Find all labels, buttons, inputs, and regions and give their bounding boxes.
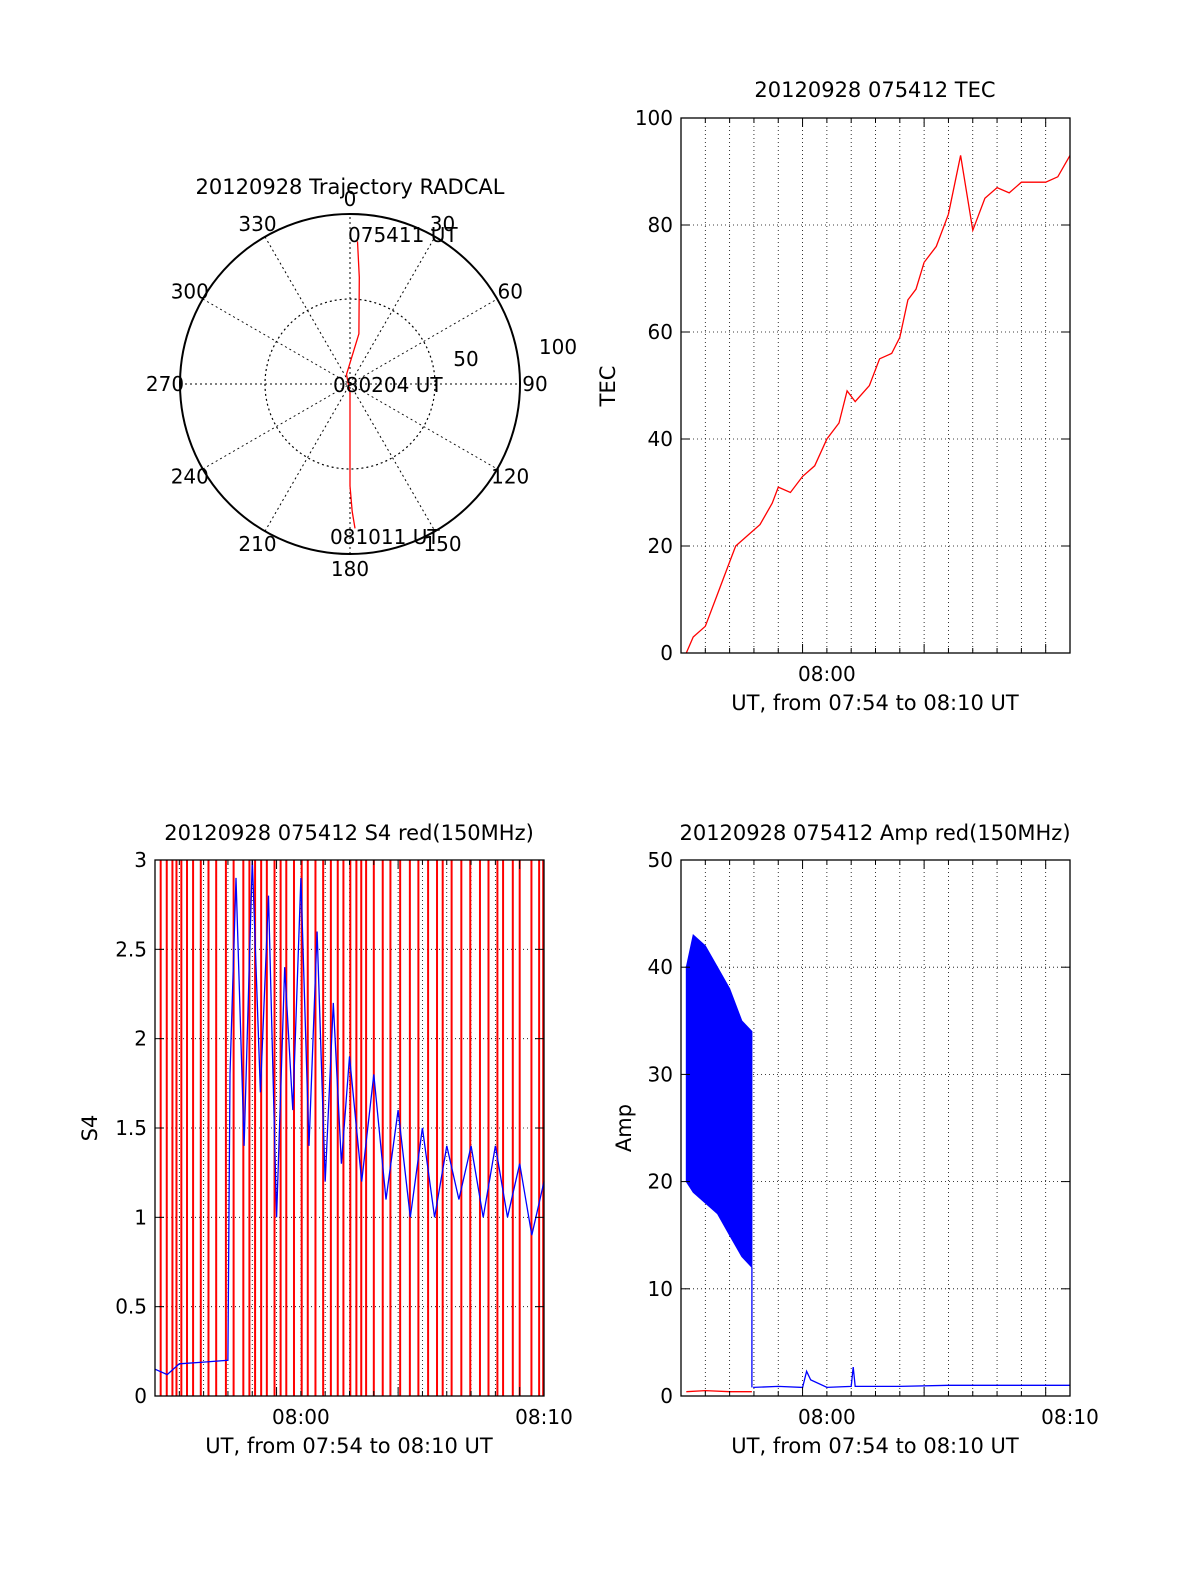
trajectory-angle-label-270: 270 <box>146 372 184 396</box>
trajectory-track <box>345 241 360 529</box>
amp-y-tick-label: 50 <box>648 848 673 872</box>
trajectory-angle-label-330: 330 <box>238 212 276 236</box>
trajectory-angle-label-90: 90 <box>522 372 547 396</box>
amp-x-tick-label: 08:10 <box>1041 1405 1099 1429</box>
radial-label-50: 50 <box>453 347 478 371</box>
s4-y-tick-labels: 0 0.5 1 1.5 2 2.5 3 <box>115 848 147 1408</box>
radial-label-100: 100 <box>539 335 577 359</box>
tec-y-tick-label: 60 <box>648 320 673 344</box>
tec-y-tick-label: 20 <box>648 534 673 558</box>
tec-y-tick-label: 100 <box>635 106 673 130</box>
amp-y-tick-label: 40 <box>648 955 673 979</box>
amp-red-series-line <box>686 1389 752 1393</box>
s4-x-axis-label: UT, from 07:54 to 08:10 UT <box>205 1434 493 1458</box>
s4-y-tick-label: 1 <box>134 1205 147 1229</box>
trajectory-spokes <box>180 214 520 554</box>
trajectory-angle-label-210: 210 <box>238 532 276 556</box>
tec-x-tick-label: 08:00 <box>798 662 856 686</box>
s4-y-tick-label: 0 <box>134 1384 147 1408</box>
s4-title: 20120928 075412 S4 red(150MHz) <box>164 821 534 845</box>
tec-grid <box>681 118 1070 653</box>
s4-y-tick-label: 3 <box>134 848 147 872</box>
tec-y-tick-label: 0 <box>660 641 673 665</box>
trajectory-title: 20120928 Trajectory RADCAL <box>196 175 505 199</box>
s4-y-tick-label: 2.5 <box>115 937 147 961</box>
trajectory-middle-time: 080204 UT <box>333 373 443 397</box>
s4-y-tick-label: 2 <box>134 1027 147 1051</box>
tec-series-line-0 <box>685 155 1071 654</box>
tec-x-tick-labels: 08:00 <box>798 662 856 686</box>
tec-y-tick-label: 40 <box>648 427 673 451</box>
amp-y-tick-label: 20 <box>648 1170 673 1194</box>
s4-x-tick-label: 08:00 <box>272 1405 330 1429</box>
trajectory-angle-label-150: 150 <box>423 532 461 556</box>
trajectory-end-time: 081011 UT <box>330 525 440 549</box>
amp-data <box>685 934 1070 1393</box>
amp-y-tick-label: 30 <box>648 1062 673 1086</box>
s4-x-tick-labels: 08:00 08:10 <box>272 1405 573 1429</box>
amp-x-tick-label: 08:00 <box>798 1405 856 1429</box>
amp-ticks <box>681 860 1070 1396</box>
tec-y-tick-labels: 0 20 40 60 80 100 <box>635 106 673 665</box>
s4-y-tick-label: 0.5 <box>115 1295 147 1319</box>
s4-ticks <box>155 860 544 1396</box>
trajectory-angle-label-120: 120 <box>491 465 529 489</box>
s4-y-tick-label: 1.5 <box>115 1116 147 1140</box>
tec-ticks <box>681 118 1070 653</box>
amp-title: 20120928 075412 Amp red(150MHz) <box>679 821 1070 845</box>
amp-x-axis-label: UT, from 07:54 to 08:10 UT <box>731 1434 1019 1458</box>
amp-x-tick-labels: 08:00 08:10 <box>798 1405 1099 1429</box>
tec-y-tick-label: 80 <box>648 213 673 237</box>
trajectory-angle-label-300: 300 <box>171 280 209 304</box>
amp-y-tick-labels: 0 10 20 30 40 50 <box>648 848 673 1408</box>
s4-x-tick-label: 08:10 <box>515 1405 573 1429</box>
trajectory-start-time: 075411 UT <box>348 223 458 247</box>
trajectory-angle-label-60: 60 <box>497 280 522 304</box>
trajectory-angle-label-180: 180 <box>331 557 369 581</box>
trajectory-angle-label-240: 240 <box>171 465 209 489</box>
trajectory-angle-label-0: 0 <box>344 187 357 211</box>
s4-y-axis-label: S4 <box>78 1115 102 1142</box>
tec-panel: 20120928 075412 TEC 0 20 40 60 80 100 08:00 T… <box>596 78 1071 715</box>
trajectory-angle-label-30: 30 <box>430 212 455 236</box>
tec-x-axis-label: UT, from 07:54 to 08:10 UT <box>731 691 1019 715</box>
amp-y-axis-label: Amp <box>612 1104 636 1152</box>
amp-y-tick-label: 10 <box>648 1277 673 1301</box>
s4-panel: 20120928 075412 S4 red(150MHz) 0 0.5 1 1.5 2… <box>78 821 573 1458</box>
trajectory-panel: 20120928 Trajectory RADCAL 0 30 60 90 120 150… <box>146 175 577 581</box>
tec-y-axis-label: TEC <box>596 366 620 408</box>
tec-title: 20120928 075412 TEC <box>754 78 995 102</box>
amp-y-tick-label: 0 <box>660 1384 673 1408</box>
trajectory-angle-labels: 0 30 60 90 120 150 180 210 240 270 300 330 <box>146 187 548 581</box>
tec-data <box>685 155 1071 654</box>
s4-blue-series-line <box>154 859 545 1376</box>
trajectory-spoke-150 <box>264 236 436 532</box>
amp-panel: 20120928 075412 Amp red(150MHz) 0 10 20 30 4… <box>612 821 1099 1458</box>
